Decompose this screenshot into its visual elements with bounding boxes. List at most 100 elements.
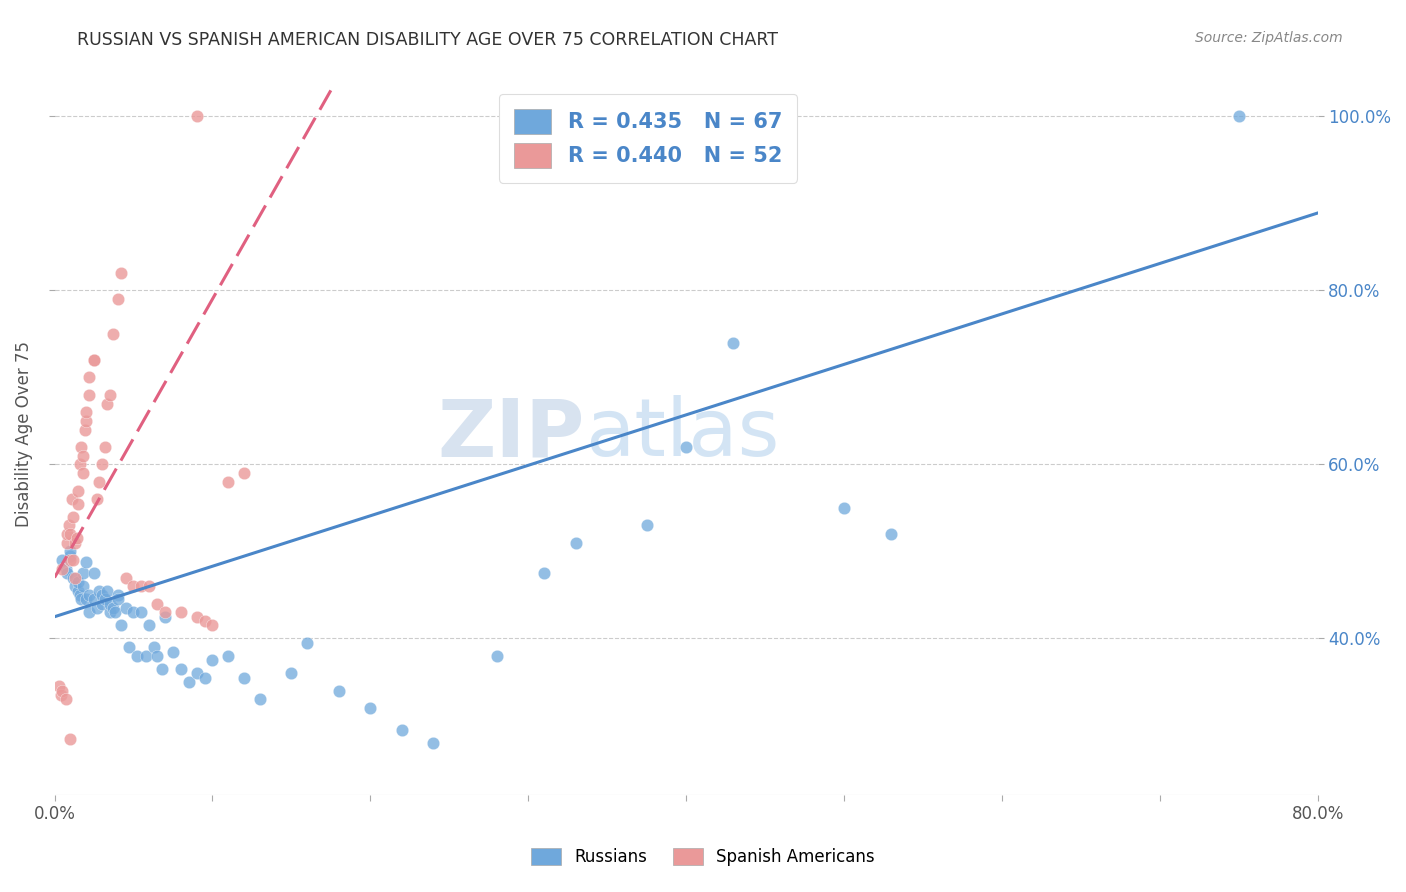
Point (114, 601, 136, 615)
Point (75, 405, 97, 419)
Point (391, 723, 413, 737)
Point (72, 579, 94, 593)
Point (48, 679, 70, 693)
Point (422, 736, 444, 750)
Point (150, 662, 173, 676)
Point (77, 588, 100, 602)
Point (359, 701, 381, 715)
Point (295, 636, 318, 650)
Point (103, 606, 125, 620)
Point (153, 609, 176, 624)
Point (77, 606, 100, 620)
Point (201, 653, 224, 667)
Point (87, 475, 110, 489)
Point (118, 640, 141, 655)
Point (101, 601, 124, 615)
Point (125, 648, 148, 663)
Point (233, 466, 256, 480)
Point (186, 110, 208, 124)
Point (96, 396, 118, 410)
Text: atlas: atlas (585, 395, 779, 473)
Point (177, 675, 200, 690)
Point (59, 544, 82, 558)
Point (143, 640, 166, 655)
Legend: R = 0.435   N = 67, R = 0.440   N = 52: R = 0.435 N = 67, R = 0.440 N = 52 (499, 95, 797, 183)
Point (62, 553, 84, 567)
Point (107, 292, 129, 306)
Point (49, 688, 72, 702)
Point (1227, 110, 1250, 124)
Point (60, 492, 83, 507)
Point (832, 500, 855, 515)
Point (193, 614, 215, 628)
Point (51, 683, 73, 698)
Point (83, 592, 105, 607)
Point (56, 535, 79, 549)
Point (70, 440, 93, 454)
Point (90, 597, 112, 611)
Point (75, 414, 97, 428)
Point (83, 566, 105, 581)
Point (723, 335, 745, 350)
Point (122, 606, 145, 620)
Point (62, 509, 84, 524)
Point (201, 618, 224, 632)
Point (66, 532, 89, 546)
Point (62, 570, 84, 584)
Point (98, 597, 121, 611)
Point (69, 588, 91, 602)
Point (58, 518, 80, 533)
Point (59, 549, 82, 563)
Point (59, 553, 82, 567)
Point (73, 423, 96, 437)
Point (90, 458, 112, 472)
Text: Source: ZipAtlas.com: Source: ZipAtlas.com (1195, 31, 1343, 45)
Point (533, 566, 555, 581)
Point (67, 497, 90, 511)
Point (107, 588, 129, 602)
Point (162, 644, 184, 658)
Point (98, 388, 121, 402)
Point (186, 666, 208, 681)
Point (69, 458, 91, 472)
Point (114, 570, 136, 584)
Point (170, 606, 193, 620)
Point (59, 527, 82, 541)
Point (63, 579, 86, 593)
Point (67, 483, 90, 498)
Point (56, 527, 79, 541)
Point (86, 601, 108, 615)
Point (153, 606, 176, 620)
Point (146, 648, 169, 663)
Point (72, 466, 94, 480)
Point (98, 606, 121, 620)
Y-axis label: Disability Age Over 75: Disability Age Over 75 (15, 341, 32, 527)
Point (636, 518, 658, 533)
Point (328, 683, 350, 698)
Point (110, 266, 132, 280)
Legend: Russians, Spanish Americans: Russians, Spanish Americans (524, 841, 882, 873)
Point (249, 692, 271, 706)
Point (51, 553, 73, 567)
Point (90, 588, 112, 602)
Point (77, 388, 100, 402)
Point (94, 440, 117, 454)
Point (75, 592, 97, 607)
Point (83, 353, 105, 368)
Point (77, 370, 100, 384)
Point (146, 597, 169, 611)
Point (110, 618, 132, 632)
Point (55, 562, 77, 576)
Point (72, 449, 94, 463)
Point (193, 671, 215, 685)
Point (55, 692, 77, 706)
Text: RUSSIAN VS SPANISH AMERICAN DISABILITY AGE OVER 75 CORRELATION CHART: RUSSIAN VS SPANISH AMERICAN DISABILITY A… (77, 31, 779, 49)
Point (217, 648, 239, 663)
Point (186, 609, 208, 624)
Point (135, 648, 157, 663)
Point (87, 583, 110, 598)
Point (67, 583, 90, 598)
Point (72, 566, 94, 581)
Point (131, 579, 153, 593)
Point (51, 562, 73, 576)
